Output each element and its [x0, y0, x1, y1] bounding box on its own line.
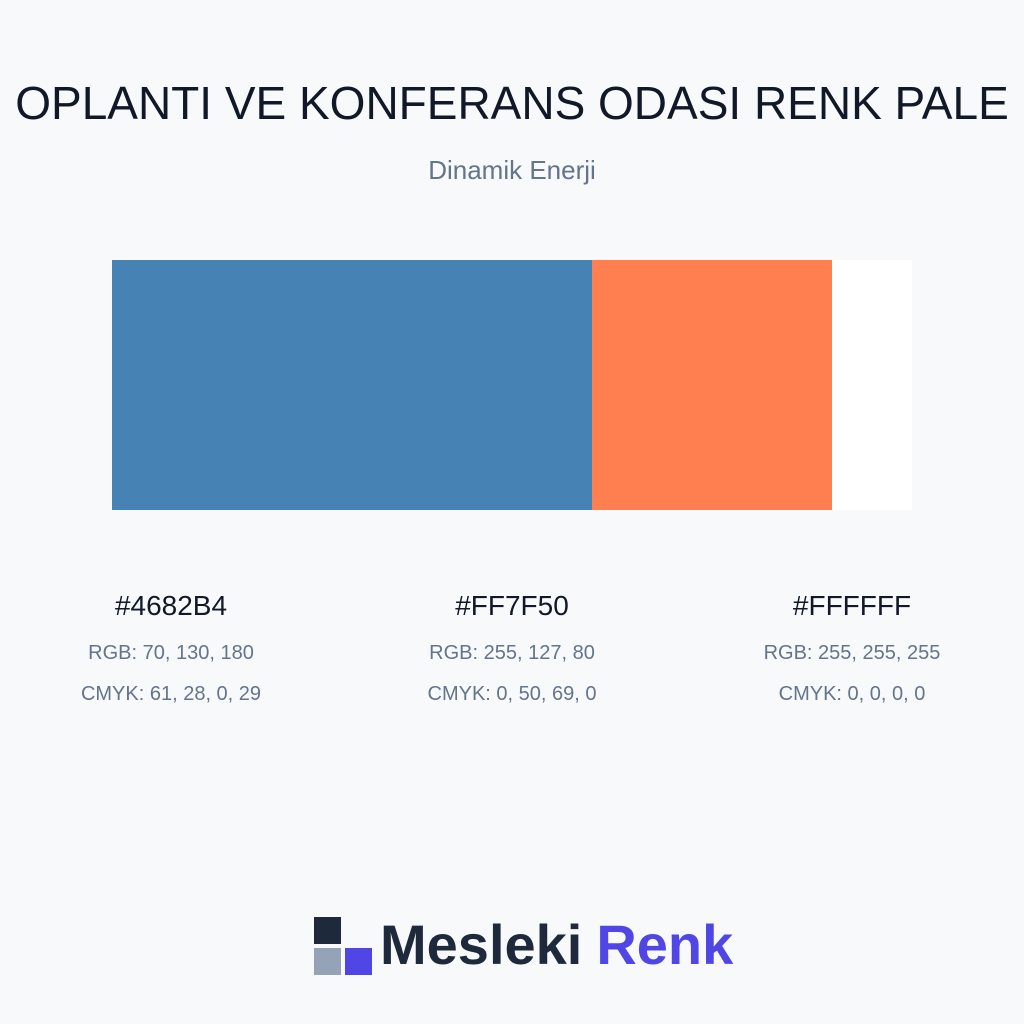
swatch: [592, 260, 832, 510]
color-column: #FFFFFF RGB: 255, 255, 255 CMYK: 0, 0, 0, …: [702, 590, 1002, 724]
hex-code: #FFFFFF: [792, 590, 912, 621]
swatch: [832, 260, 912, 510]
swatch: [112, 260, 592, 510]
rgb-value: RGB: 70, 130, 180: [88, 642, 254, 664]
subtitle: Dinamik Enerji: [428, 155, 596, 185]
rgb-value: RGB: 255, 255, 255: [763, 642, 941, 664]
hex-code: #4682B4: [114, 590, 228, 621]
color-column: #4682B4 RGB: 70, 130, 180 CMYK: 61, 28, 0,…: [21, 590, 321, 724]
logo: Mesleki Renk: [314, 915, 733, 975]
rgb-value: RGB: 255, 127, 80: [429, 642, 595, 664]
logo-icon: [314, 917, 372, 975]
title: OPLANTI VE KONFERANS ODASI RENK PALE: [15, 77, 1009, 129]
logo-word: Renk: [596, 913, 734, 976]
cmyk-value: CMYK: 0, 0, 0, 0: [778, 683, 926, 705]
color-column: #FF7F50 RGB: 255, 127, 80 CMYK: 0, 50, 69,…: [362, 590, 662, 724]
palette-bar: [112, 260, 912, 510]
cmyk-value: CMYK: 61, 28, 0, 29: [80, 683, 262, 705]
logo-word: Mesleki: [380, 913, 583, 976]
hex-code: #FF7F50: [455, 590, 569, 621]
cmyk-value: CMYK: 0, 50, 69, 0: [427, 683, 597, 705]
